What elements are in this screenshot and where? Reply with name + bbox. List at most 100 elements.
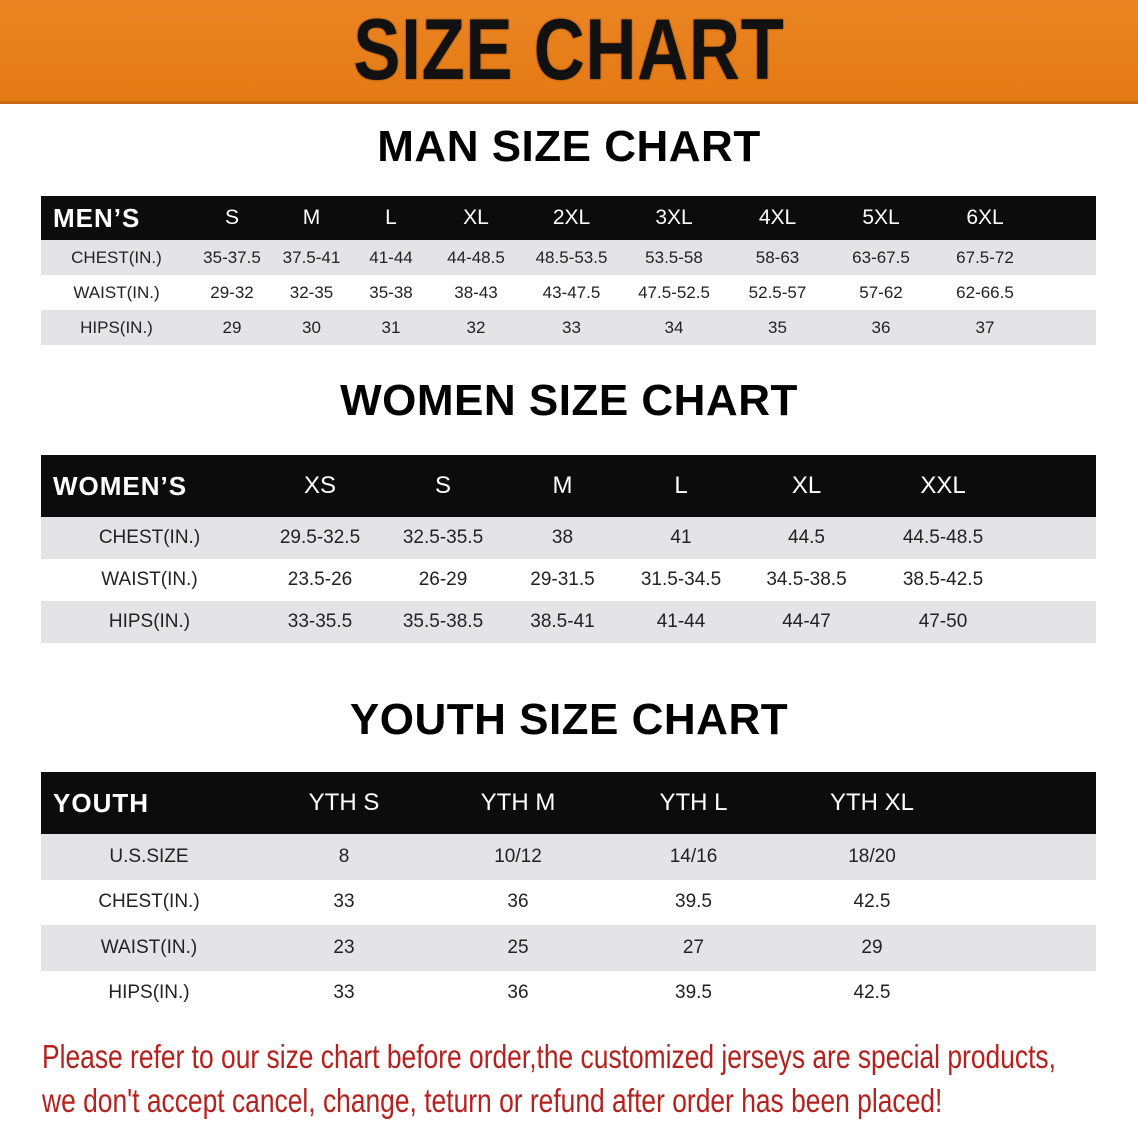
header-row: YOUTH YTH S YTH M YTH L YTH XL xyxy=(41,772,1096,834)
youth-size-table: YOUTH YTH S YTH M YTH L YTH XL U.S.SIZE 8 10/12… xyxy=(41,772,1096,1016)
row-label: HIPS(IN.) xyxy=(41,310,192,345)
row-filler xyxy=(1014,559,1096,601)
header-filler xyxy=(962,772,1096,834)
cell-value: 39.5 xyxy=(605,879,782,925)
cell-value: 29 xyxy=(192,310,272,345)
cell-value: 33 xyxy=(257,879,431,925)
cell-value: 33 xyxy=(521,310,622,345)
header-row: WOMEN’S XS S M L XL XXL xyxy=(41,455,1096,517)
table-row: CHEST(IN.) 29.5-32.5 32.5-35.5 38 41 44.5 44.5… xyxy=(41,517,1096,559)
cell-value: 53.5-58 xyxy=(622,240,726,275)
row-filler xyxy=(1014,517,1096,559)
header-filler xyxy=(1014,455,1096,517)
cell-value: 44-48.5 xyxy=(431,240,521,275)
row-filler xyxy=(962,970,1096,1016)
cell-value: 47-50 xyxy=(872,601,1014,643)
size-header: XS xyxy=(258,455,382,517)
cell-value: 44.5 xyxy=(741,517,872,559)
cell-value: 62-66.5 xyxy=(933,275,1037,310)
banner-title: SIZE CHART xyxy=(353,2,785,98)
row-label: CHEST(IN.) xyxy=(41,240,192,275)
row-filler xyxy=(1037,310,1096,345)
size-header: M xyxy=(504,455,621,517)
size-header: 4XL xyxy=(726,196,829,240)
cell-value: 58-63 xyxy=(726,240,829,275)
row-filler xyxy=(962,925,1096,971)
table-row: CHEST(IN.) 33 36 39.5 42.5 xyxy=(41,879,1096,925)
cell-value: 34 xyxy=(622,310,726,345)
cell-value: 41-44 xyxy=(621,601,741,643)
table-row: U.S.SIZE 8 10/12 14/16 18/20 xyxy=(41,834,1096,880)
table-category-label: WOMEN’S xyxy=(41,455,258,517)
table-row: WAIST(IN.) 29-32 32-35 35-38 38-43 43-47.5 47.… xyxy=(41,275,1096,310)
row-label: WAIST(IN.) xyxy=(41,925,257,971)
size-header: 6XL xyxy=(933,196,1037,240)
table-row: WAIST(IN.) 23.5-26 26-29 29-31.5 31.5-34.5 34… xyxy=(41,559,1096,601)
row-filler xyxy=(1037,275,1096,310)
youth-title: YOUTH SIZE CHART xyxy=(349,695,789,744)
row-filler xyxy=(962,879,1096,925)
cell-value: 37 xyxy=(933,310,1037,345)
notice-line-1: Please refer to our size chart before or… xyxy=(42,1038,1056,1075)
cell-value: 43-47.5 xyxy=(521,275,622,310)
size-header: 3XL xyxy=(622,196,726,240)
cell-value: 36 xyxy=(431,879,605,925)
table-category-label: MEN’S xyxy=(41,196,192,240)
cell-value: 33-35.5 xyxy=(258,601,382,643)
cell-value: 35-38 xyxy=(351,275,431,310)
cell-value: 32.5-35.5 xyxy=(382,517,504,559)
table-row: HIPS(IN.) 33-35.5 35.5-38.5 38.5-41 41-44 44-… xyxy=(41,601,1096,643)
row-label: WAIST(IN.) xyxy=(41,559,258,601)
men-size-table: MEN’S S M L XL 2XL 3XL 4XL 5XL 6XL CHEST(IN.) 35-37… xyxy=(41,196,1096,345)
cell-value: 32-35 xyxy=(272,275,351,310)
cell-value: 38 xyxy=(504,517,621,559)
size-header: S xyxy=(382,455,504,517)
cell-value: 23.5-26 xyxy=(258,559,382,601)
cell-value: 10/12 xyxy=(431,834,605,880)
cell-value: 8 xyxy=(257,834,431,880)
size-header: 5XL xyxy=(829,196,933,240)
cell-value: 48.5-53.5 xyxy=(521,240,622,275)
cell-value: 44-47 xyxy=(741,601,872,643)
size-header: YTH M xyxy=(431,772,605,834)
header-row: MEN’S S M L XL 2XL 3XL 4XL 5XL 6XL xyxy=(41,196,1096,240)
cell-value: 41 xyxy=(621,517,741,559)
cell-value: 29-31.5 xyxy=(504,559,621,601)
cell-value: 37.5-41 xyxy=(272,240,351,275)
cell-value: 52.5-57 xyxy=(726,275,829,310)
table-row: WAIST(IN.) 23 25 27 29 xyxy=(41,925,1096,971)
cell-value: 34.5-38.5 xyxy=(741,559,872,601)
cell-value: 36 xyxy=(431,970,605,1016)
row-filler xyxy=(1037,240,1096,275)
cell-value: 23 xyxy=(257,925,431,971)
size-header: 2XL xyxy=(521,196,622,240)
cell-value: 35.5-38.5 xyxy=(382,601,504,643)
row-filler xyxy=(962,834,1096,880)
cell-value: 42.5 xyxy=(782,879,962,925)
table-row: HIPS(IN.) 29 30 31 32 33 34 35 36 37 xyxy=(41,310,1096,345)
cell-value: 25 xyxy=(431,925,605,971)
size-header: YTH S xyxy=(257,772,431,834)
row-label: HIPS(IN.) xyxy=(41,970,257,1016)
row-filler xyxy=(1014,601,1096,643)
cell-value: 36 xyxy=(829,310,933,345)
row-label: CHEST(IN.) xyxy=(41,879,257,925)
cell-value: 47.5-52.5 xyxy=(622,275,726,310)
cell-value: 35 xyxy=(726,310,829,345)
cell-value: 33 xyxy=(257,970,431,1016)
notice-line-2: we don't accept cancel, change, teturn o… xyxy=(42,1082,943,1119)
size-header: L xyxy=(351,196,431,240)
size-header: YTH XL xyxy=(782,772,962,834)
cell-value: 57-62 xyxy=(829,275,933,310)
cell-value: 14/16 xyxy=(605,834,782,880)
size-header: YTH L xyxy=(605,772,782,834)
row-label: CHEST(IN.) xyxy=(41,517,258,559)
row-label: WAIST(IN.) xyxy=(41,275,192,310)
cell-value: 29.5-32.5 xyxy=(258,517,382,559)
cell-value: 29-32 xyxy=(192,275,272,310)
men-title: MAN SIZE CHART xyxy=(377,122,761,171)
size-header: M xyxy=(272,196,351,240)
cell-value: 41-44 xyxy=(351,240,431,275)
table-category-label: YOUTH xyxy=(41,772,257,834)
cell-value: 29 xyxy=(782,925,962,971)
